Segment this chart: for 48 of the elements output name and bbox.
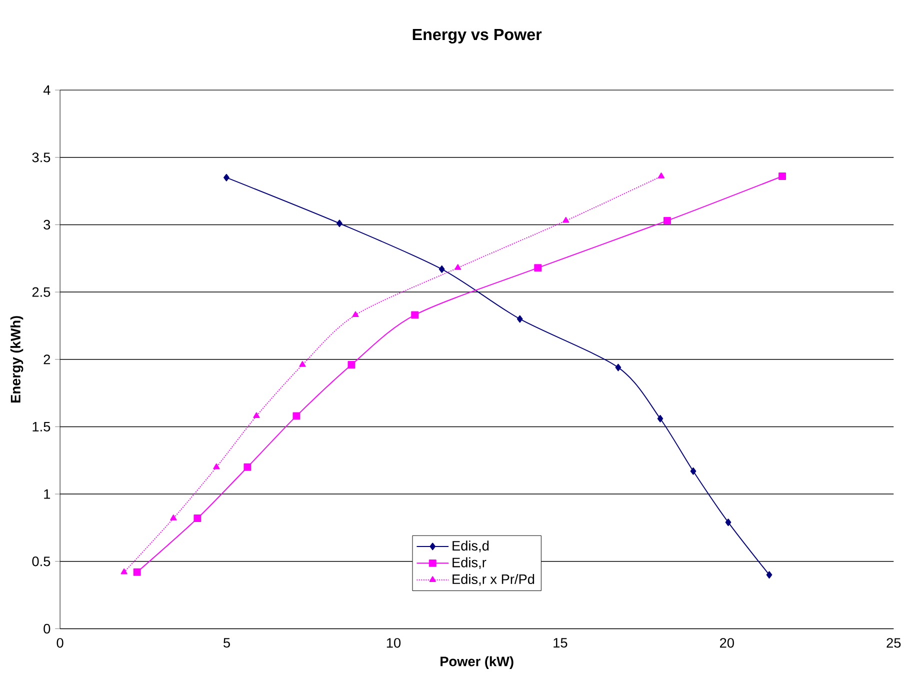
x-tick-label: 15: [554, 638, 568, 648]
point: [244, 464, 252, 472]
x-axis-title: Power (kW): [440, 656, 514, 670]
point: [438, 266, 445, 274]
point: [516, 315, 523, 323]
y-tick-label: 4: [43, 86, 50, 95]
point: [766, 571, 772, 579]
point: [454, 264, 462, 270]
point: [562, 217, 570, 224]
point: [690, 468, 696, 476]
x-tick-label: 20: [720, 638, 734, 648]
x-tick-label: 5: [224, 638, 230, 648]
point: [120, 568, 128, 574]
x-tick-label: 10: [386, 638, 401, 648]
point: [657, 415, 664, 423]
point: [664, 217, 671, 225]
point: [213, 464, 220, 470]
y-tick-label: 0.5: [32, 556, 50, 566]
y-tick-label: 1: [44, 490, 50, 499]
point: [170, 514, 177, 521]
x-tick-label: 25: [886, 638, 901, 648]
x-tick-label: 0: [56, 638, 64, 648]
point: [615, 364, 622, 372]
point: [411, 311, 419, 319]
point: [224, 174, 230, 182]
y-tick-label: 3.5: [32, 152, 50, 162]
legend-label: Edis,r: [452, 558, 486, 570]
y-axis-title: Energy (kWh): [10, 316, 24, 403]
point: [133, 568, 141, 576]
y-tick-label: 0: [44, 624, 50, 634]
point: [336, 220, 342, 228]
point: [253, 412, 260, 418]
y-tick-label: 2: [44, 354, 50, 364]
point: [194, 514, 202, 522]
legend-label: Edis,d: [452, 540, 489, 552]
y-tick-label: 1.5: [32, 422, 50, 432]
legend-label: Edis,r x Pr/Pd: [452, 574, 534, 586]
y-tick-label: 3: [44, 220, 50, 230]
point: [658, 172, 665, 179]
chart-title: Energy vs Power: [412, 29, 542, 44]
point: [292, 412, 300, 420]
point: [725, 518, 732, 526]
point: [299, 361, 306, 368]
point: [534, 264, 542, 272]
point: [348, 361, 356, 369]
point: [352, 311, 359, 318]
y-tick-label: 2.5: [32, 287, 50, 298]
point: [778, 172, 786, 180]
